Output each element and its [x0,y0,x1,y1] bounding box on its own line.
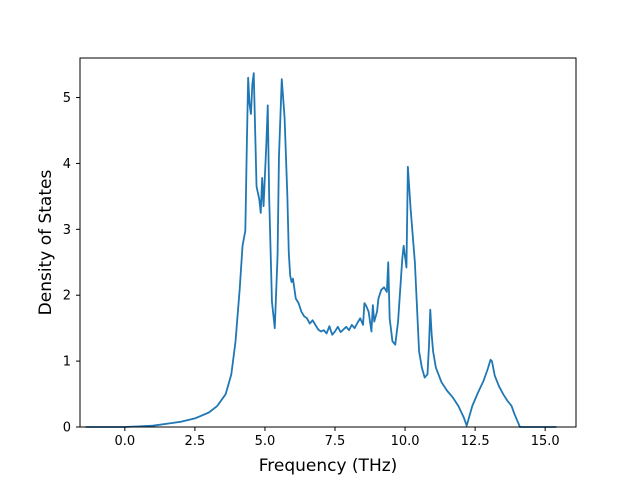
y-tick-label: 2 [63,289,71,304]
y-axis-ticks: 0 1 2 3 4 5 [63,91,80,436]
x-tick-label: 7.5 [325,434,346,449]
y-tick-label: 5 [63,91,71,106]
y-tick-label: 3 [63,223,71,238]
x-axis-ticks: 0.0 2.5 5.0 7.5 10.0 12.5 15.0 [114,427,560,449]
dos-series-line-0 [85,72,557,428]
y-axis-label: Density of States [36,170,56,316]
x-axis-label: Frequency (THz) [259,456,398,476]
plot-frame [79,57,577,428]
x-tick-label: 10.0 [391,434,420,449]
x-tick-label: 12.5 [461,434,490,449]
y-tick-label: 4 [63,157,71,172]
line-layer [85,72,557,428]
x-tick-label: 5.0 [255,434,276,449]
x-tick-label: 2.5 [185,434,206,449]
y-tick-label: 1 [63,355,71,370]
x-tick-label: 0.0 [114,434,135,449]
y-tick-label: 0 [63,421,71,436]
x-tick-label: 15.0 [531,434,560,449]
